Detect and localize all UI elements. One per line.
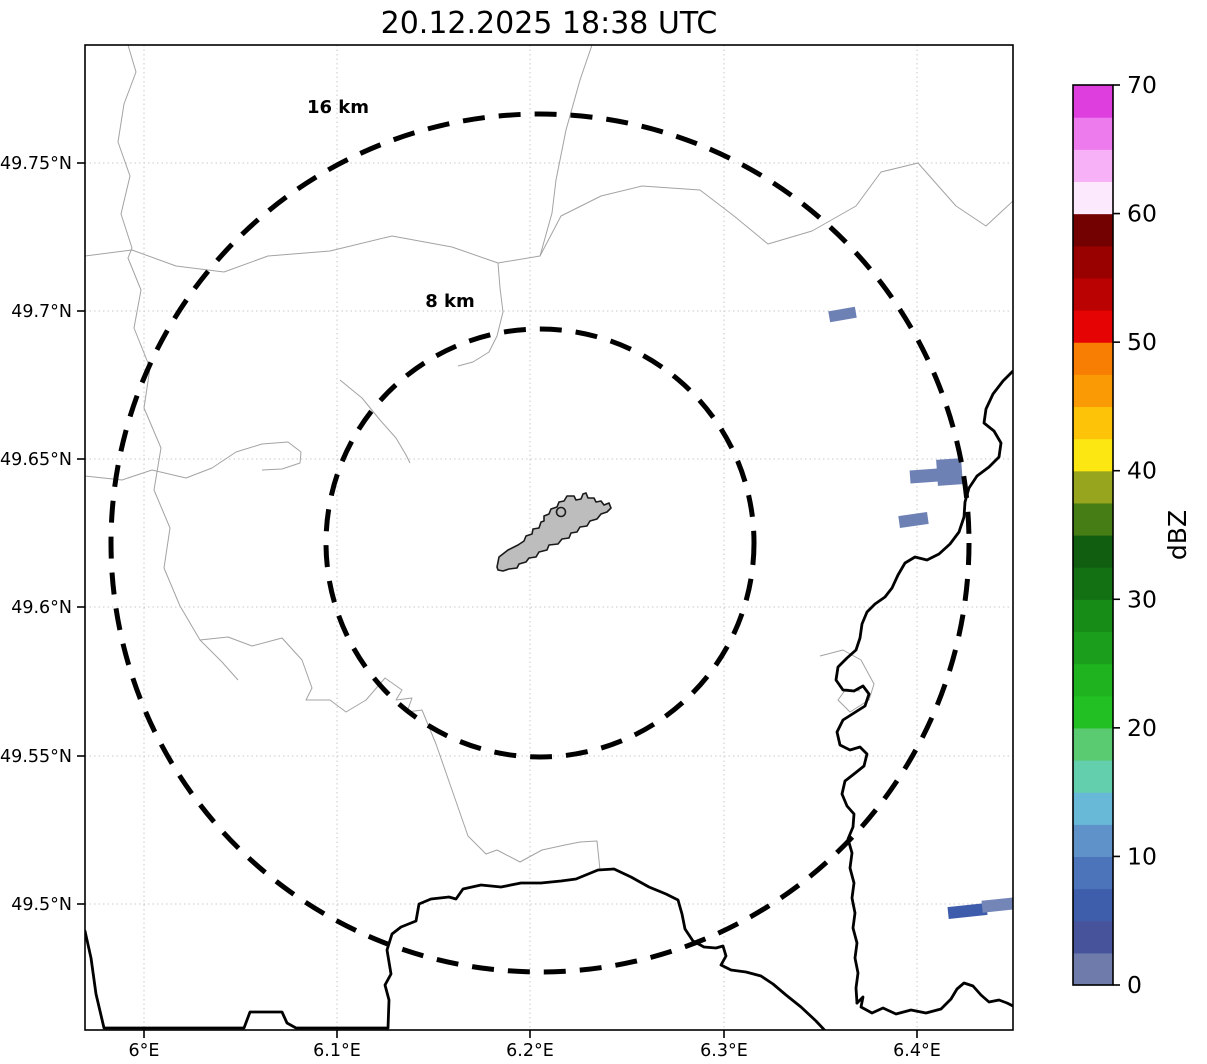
- range-ring-label-16km: 16 km: [307, 97, 369, 118]
- colorbar-tick-label: 60: [1127, 200, 1157, 228]
- y-tick-label: 49.7°N: [11, 302, 72, 322]
- admin-boundary-line: [819, 649, 875, 713]
- colorbar-segment: [1073, 727, 1113, 761]
- colorbar-segment: [1073, 406, 1113, 440]
- radar-echo-pixel: [947, 902, 988, 920]
- colorbar-segment: [1073, 342, 1113, 375]
- colorbar-segment: [1073, 888, 1113, 922]
- colorbar-segment: [1073, 952, 1113, 986]
- y-tick-label: 49.75°N: [0, 154, 72, 174]
- colorbar-segment: [1073, 535, 1113, 568]
- colorbar-segment: [1073, 149, 1113, 183]
- admin-boundaries-layer: [85, 45, 1013, 871]
- colorbar-segment: [1073, 502, 1113, 536]
- range-ring-layer: [108, 111, 972, 975]
- colorbar-segment: [1073, 213, 1113, 247]
- colorbar-segment: [1073, 824, 1113, 858]
- colorbar-tick-label: 40: [1127, 457, 1157, 485]
- colorbar-tick-label: 30: [1127, 585, 1157, 613]
- x-tick-label: 6.4°E: [893, 1041, 941, 1061]
- colorbar-tick-label: 50: [1127, 328, 1157, 356]
- admin-boundary-line: [117, 45, 239, 681]
- range-ring-circle: [108, 111, 972, 975]
- colorbar-axis-label: dBZ: [1163, 510, 1192, 560]
- airport-detail-ring: [555, 506, 567, 518]
- figure-title: 20.12.2025 18:38 UTC: [381, 6, 718, 41]
- country-border-line: [855, 981, 1013, 1016]
- colorbar-segment: [1073, 920, 1113, 954]
- admin-boundary-line: [85, 441, 302, 481]
- colorbar-segment: [1073, 760, 1113, 793]
- colorbar-segment: [1073, 663, 1113, 697]
- airport-outline: [496, 492, 612, 572]
- admin-boundary-line: [539, 45, 593, 257]
- country-borders-layer: [85, 369, 1013, 1030]
- range-ring-circle: [323, 326, 757, 760]
- colorbar-segment: [1073, 310, 1113, 343]
- colorbar-segment: [1073, 470, 1113, 504]
- colorbar-frame: [1072, 84, 1114, 986]
- y-tick-label: 49.55°N: [0, 747, 72, 767]
- radar-echo-pixel: [981, 897, 1013, 913]
- colorbar-segment: [1073, 567, 1113, 600]
- radar-echo-layer: [828, 306, 1013, 920]
- admin-boundary-line: [339, 379, 411, 464]
- radar-echo-pixel: [828, 306, 857, 323]
- radar-echo-pixel: [936, 458, 963, 486]
- y-tick-label: 49.5°N: [11, 895, 72, 915]
- admin-boundary-line: [85, 162, 1013, 273]
- admin-boundary-line: [457, 262, 504, 367]
- country-border-line: [834, 369, 1013, 1005]
- y-axis: 49.75°N 49.7°N 49.65°N 49.6°N 49.55°N 49.5°N: [0, 154, 85, 915]
- colorbar-segment: [1073, 181, 1113, 215]
- colorbar-tick-label: 20: [1127, 714, 1157, 742]
- radar-echo-pixel: [898, 512, 929, 528]
- x-tick-label: 6°E: [129, 1041, 160, 1061]
- colorbar-segment: [1073, 117, 1113, 150]
- colorbar-segment: [1073, 438, 1113, 472]
- colorbar-segment: [1073, 695, 1113, 729]
- colorbar-segment: [1073, 631, 1113, 665]
- colorbar-ticks: 0 10 20 30 40 50 60 70: [1113, 71, 1157, 999]
- x-tick-label: 6.3°E: [700, 1041, 748, 1061]
- colorbar-segment: [1073, 85, 1113, 118]
- colorbar-tick-label: 10: [1127, 842, 1157, 870]
- x-tick-label: 6.2°E: [506, 1041, 554, 1061]
- y-tick-label: 49.6°N: [11, 598, 72, 618]
- colorbar-segment: [1073, 599, 1113, 633]
- colorbar-segment: [1073, 856, 1113, 890]
- colorbar-tick-label: 70: [1127, 71, 1157, 99]
- x-tick-label: 6.1°E: [313, 1041, 361, 1061]
- admin-boundary-line: [199, 636, 601, 871]
- colorbar-segment: [1073, 245, 1113, 279]
- colorbar-segment: [1073, 792, 1113, 825]
- country-border-line: [85, 867, 827, 1030]
- range-ring-label-8km: 8 km: [425, 291, 475, 312]
- map-frame: [84, 44, 1014, 1031]
- y-tick-label: 49.65°N: [0, 450, 72, 470]
- colorbar-tick-label: 0: [1127, 971, 1142, 999]
- colorbar-segments: [1073, 85, 1113, 986]
- x-axis: 6°E 6.1°E 6.2°E 6.3°E 6.4°E: [129, 1030, 941, 1061]
- colorbar-segment: [1073, 374, 1113, 408]
- airport-layer: [496, 492, 612, 572]
- colorbar-segment: [1073, 277, 1113, 311]
